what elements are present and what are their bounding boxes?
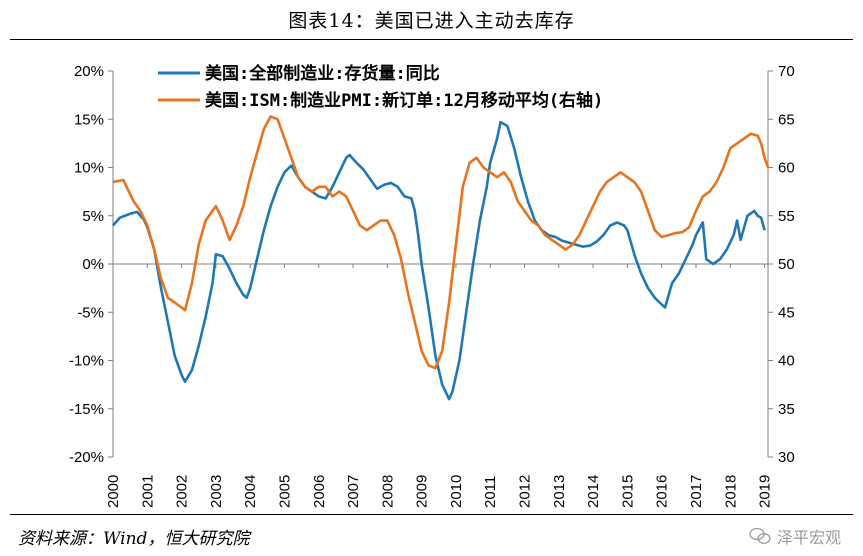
x-tick-label: 2015 — [619, 475, 636, 508]
x-tick-label: 2005 — [276, 475, 293, 508]
x-tick-label: 2002 — [174, 475, 191, 508]
x-tick-label: 2009 — [414, 475, 431, 508]
left-tick-label: 0% — [82, 256, 104, 273]
left-tick-label: 15% — [74, 111, 104, 128]
title-divider — [10, 39, 853, 40]
x-tick-label: 2006 — [311, 475, 328, 508]
series-line-1 — [112, 120, 766, 401]
right-tick-label: 70 — [778, 63, 795, 80]
x-tick-label: 2016 — [654, 475, 671, 508]
left-tick-label: 10% — [74, 160, 104, 177]
x-tick-label: 2014 — [585, 475, 602, 508]
x-tick-label: 2019 — [757, 475, 774, 508]
chart-legend: 美国:全部制造业:存货量:同比 美国:ISM:制造业PMI:新订单:12月移动平… — [158, 63, 603, 111]
x-tick-label: 2007 — [345, 475, 362, 508]
right-tick-label: 30 — [778, 449, 795, 466]
left-tick-label: -15% — [69, 401, 104, 418]
x-tick-label: 2018 — [722, 475, 739, 508]
chart-axes: -20% -15% -10% -5% 0% 5% 10% 15% 20% 30 35 40 45 50 55… — [69, 63, 795, 508]
x-tick-label: 2008 — [379, 475, 396, 508]
x-tick-label: 2004 — [242, 475, 259, 508]
left-tick-label: -5% — [77, 304, 104, 321]
watermark-text: 泽平宏观 — [776, 528, 841, 547]
x-tick-label: 2001 — [139, 475, 156, 508]
right-tick-label: 50 — [778, 256, 795, 273]
right-tick-label: 45 — [778, 304, 795, 321]
x-tick-label: 2017 — [688, 475, 705, 508]
x-tick-label: 2000 — [105, 475, 122, 508]
x-tick-label: 2011 — [482, 476, 499, 508]
left-tick-label: 5% — [82, 208, 104, 225]
x-tick-label: 2012 — [517, 475, 534, 508]
page-title: 图表14：美国已进入主动去库存 — [288, 10, 575, 32]
line-chart: -20% -15% -10% -5% 0% 5% 10% 15% 20% 30 35 40 45 50 55… — [69, 63, 795, 508]
series-line-2 — [112, 115, 770, 370]
right-tick-label: 65 — [778, 111, 795, 128]
left-tick-label: -10% — [69, 353, 104, 370]
x-tick-label: 2003 — [208, 475, 225, 508]
right-tick-label: 60 — [778, 160, 795, 177]
wechat-icon — [749, 527, 771, 544]
watermark: 泽平宏观 — [749, 524, 841, 548]
right-tick-label: 55 — [778, 208, 795, 225]
footer-divider — [10, 514, 853, 515]
right-tick-label: 40 — [778, 353, 795, 370]
left-tick-label: -20% — [69, 449, 104, 466]
right-tick-label: 35 — [778, 401, 795, 418]
x-tick-label: 2013 — [551, 475, 568, 508]
series-layer — [112, 115, 770, 401]
x-tick-label: 2010 — [448, 475, 465, 508]
legend-label-series1: 美国:全部制造业:存货量:同比 — [205, 63, 440, 84]
legend-label-series2: 美国:ISM:制造业PMI:新订单:12月移动平均(右轴) — [205, 90, 603, 111]
source-note: 资料来源：Wind，恒大研究院 — [18, 529, 250, 549]
left-tick-label: 20% — [74, 63, 104, 80]
